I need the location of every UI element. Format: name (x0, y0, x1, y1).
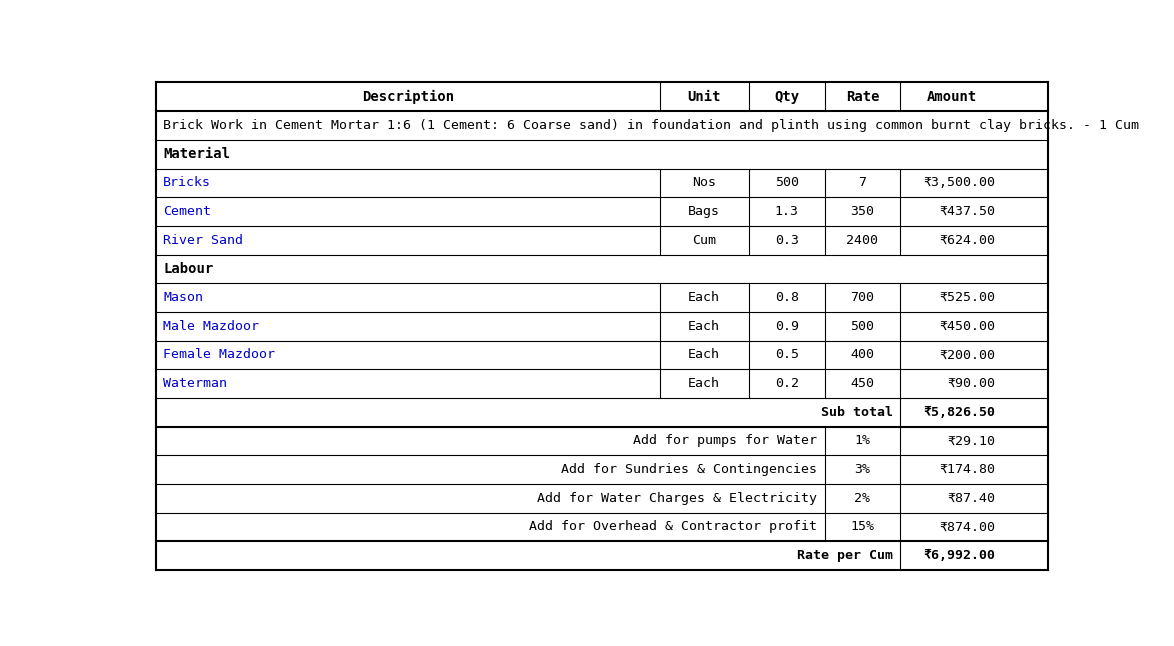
Text: Cum: Cum (693, 234, 716, 247)
Text: Mason: Mason (163, 291, 203, 304)
Text: River Sand: River Sand (163, 234, 243, 247)
Text: ₹87.40: ₹87.40 (947, 492, 996, 505)
Text: Each: Each (688, 348, 720, 361)
Text: 500: 500 (775, 176, 798, 189)
Text: Nos: Nos (693, 176, 716, 189)
Text: Material: Material (163, 147, 230, 162)
Text: ₹624.00: ₹624.00 (939, 234, 996, 247)
Text: Add for Overhead & Contractor profit: Add for Overhead & Contractor profit (529, 521, 817, 534)
Text: 400: 400 (850, 348, 875, 361)
Text: 1%: 1% (855, 434, 870, 448)
Text: Sub total: Sub total (821, 406, 893, 419)
Text: 0.3: 0.3 (775, 234, 798, 247)
Text: Bricks: Bricks (163, 176, 211, 189)
Text: Male Mazdoor: Male Mazdoor (163, 320, 259, 333)
Text: ₹90.00: ₹90.00 (947, 377, 996, 390)
Text: 7: 7 (858, 176, 866, 189)
Text: Cement: Cement (163, 205, 211, 218)
Text: Each: Each (688, 320, 720, 333)
Text: Brick Work in Cement Mortar 1:6 (1 Cement: 6 Coarse sand) in foundation and plin: Brick Work in Cement Mortar 1:6 (1 Cemen… (163, 119, 1139, 132)
Text: 2400: 2400 (846, 234, 878, 247)
Text: Rate: Rate (845, 90, 879, 104)
Text: Each: Each (688, 377, 720, 390)
Text: ₹437.50: ₹437.50 (939, 205, 996, 218)
Text: ₹5,826.50: ₹5,826.50 (924, 406, 996, 419)
Text: ₹29.10: ₹29.10 (947, 434, 996, 448)
Text: Each: Each (688, 291, 720, 304)
Text: 2%: 2% (855, 492, 870, 505)
Text: Waterman: Waterman (163, 377, 227, 390)
Text: Unit: Unit (688, 90, 721, 104)
Text: ₹3,500.00: ₹3,500.00 (924, 176, 996, 189)
Text: Rate per Cum: Rate per Cum (797, 549, 893, 562)
Text: 0.9: 0.9 (775, 320, 798, 333)
Text: ₹6,992.00: ₹6,992.00 (924, 549, 996, 562)
Text: 3%: 3% (855, 463, 870, 476)
Text: Amount: Amount (926, 90, 977, 104)
Text: 450: 450 (850, 377, 875, 390)
Text: Female Mazdoor: Female Mazdoor (163, 348, 275, 361)
Text: Add for Sundries & Contingencies: Add for Sundries & Contingencies (561, 463, 817, 476)
Text: ₹200.00: ₹200.00 (939, 348, 996, 361)
Text: ₹450.00: ₹450.00 (939, 320, 996, 333)
Text: 500: 500 (850, 320, 875, 333)
Text: Bags: Bags (688, 205, 720, 218)
Text: ₹525.00: ₹525.00 (939, 291, 996, 304)
Text: 15%: 15% (850, 521, 875, 534)
Text: 700: 700 (850, 291, 875, 304)
Text: 0.5: 0.5 (775, 348, 798, 361)
Text: Qty: Qty (774, 90, 799, 104)
Text: 1.3: 1.3 (775, 205, 798, 218)
Text: ₹174.80: ₹174.80 (939, 463, 996, 476)
Text: Add for pumps for Water: Add for pumps for Water (633, 434, 817, 448)
Text: Labour: Labour (163, 262, 214, 276)
Text: 350: 350 (850, 205, 875, 218)
Text: 0.2: 0.2 (775, 377, 798, 390)
Text: 0.8: 0.8 (775, 291, 798, 304)
Text: Description: Description (362, 90, 454, 104)
Text: Add for Water Charges & Electricity: Add for Water Charges & Electricity (538, 492, 817, 505)
Text: ₹874.00: ₹874.00 (939, 521, 996, 534)
